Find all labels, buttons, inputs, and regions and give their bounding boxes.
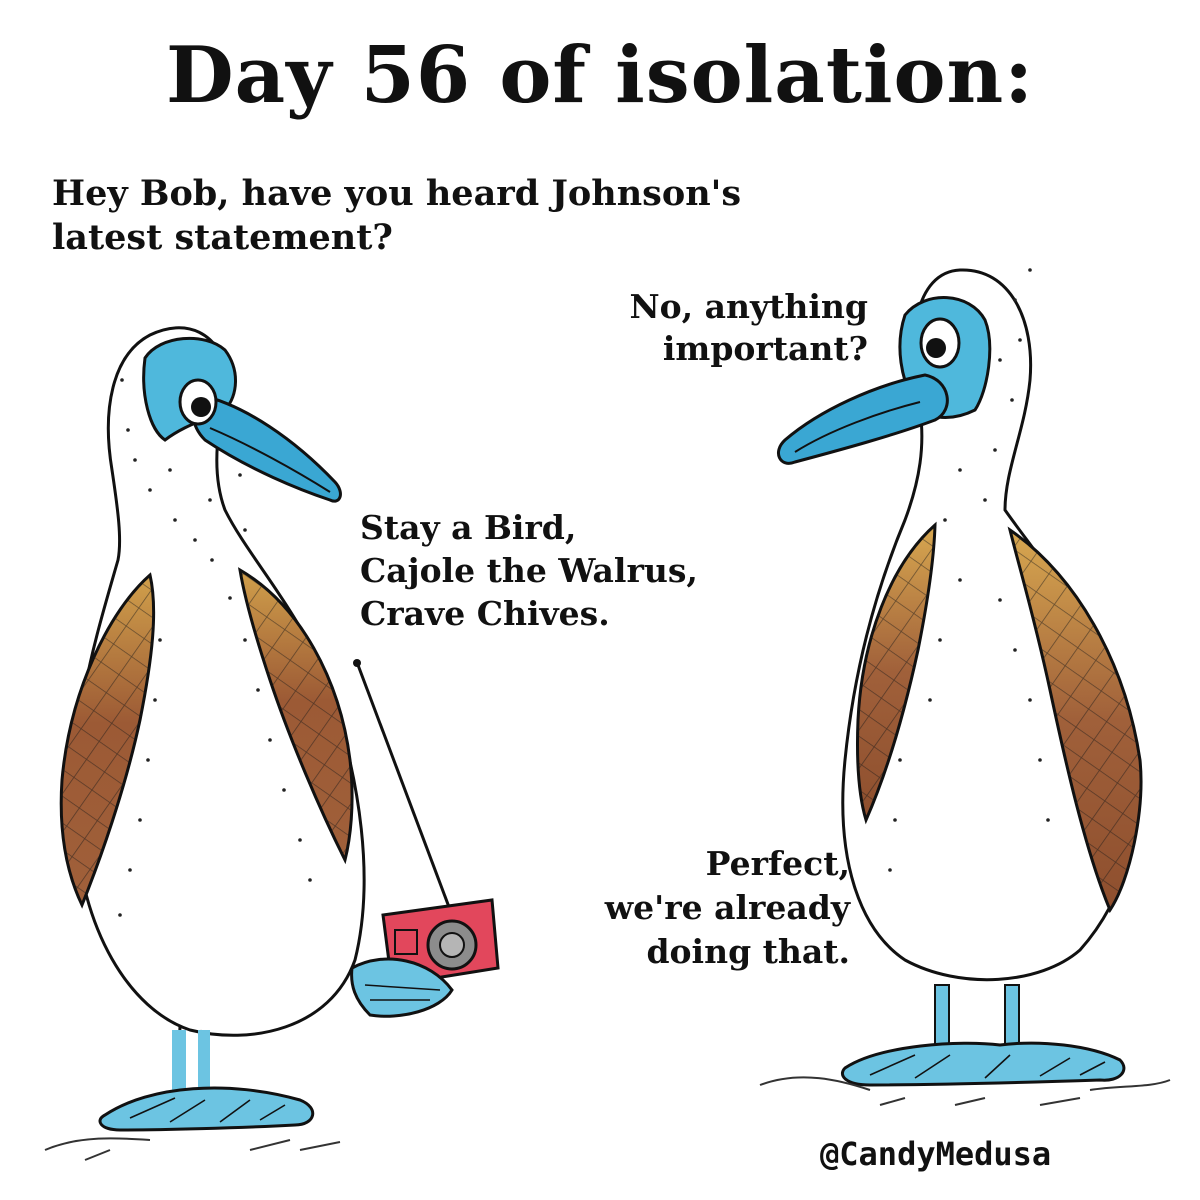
left-bird-body xyxy=(72,326,366,1037)
left-bird-beak xyxy=(191,393,342,503)
speech-reply-1-line: No, anything xyxy=(629,287,868,326)
speech-reply-1-line: important? xyxy=(662,329,868,368)
speech-question-line: Hey Bob, have you heard Johnson's xyxy=(52,173,742,214)
right-bird-feet xyxy=(840,1041,1126,1087)
speech-statement: Stay a Bird, Cajole the Walrus, Crave Ch… xyxy=(360,506,698,635)
speech-reply-2-line: we're already xyxy=(604,888,850,927)
speech-question-line: latest statement? xyxy=(52,217,393,258)
speech-reply-2-line: doing that. xyxy=(646,932,850,971)
speech-reply-1: No, anything important? xyxy=(560,286,868,370)
right-booby-bird xyxy=(759,268,1171,1106)
speech-reply-2: Perfect, we're already doing that. xyxy=(520,842,850,974)
speech-reply-2-line: Perfect, xyxy=(705,844,850,883)
right-bird-body xyxy=(841,268,1141,982)
left-booby-bird xyxy=(44,326,366,1161)
speech-question: Hey Bob, have you heard Johnson's latest… xyxy=(52,172,741,260)
comic-title: Day 56 of isolation: xyxy=(165,30,1035,121)
speech-statement-line: Cajole the Walrus, xyxy=(360,551,698,590)
speech-statement-line: Stay a Bird, xyxy=(360,508,577,547)
radio-icon xyxy=(350,659,500,1018)
left-bird-feet xyxy=(98,1086,314,1132)
artist-signature: @CandyMedusa xyxy=(820,1135,1052,1173)
speech-statement-line: Crave Chives. xyxy=(360,594,610,633)
